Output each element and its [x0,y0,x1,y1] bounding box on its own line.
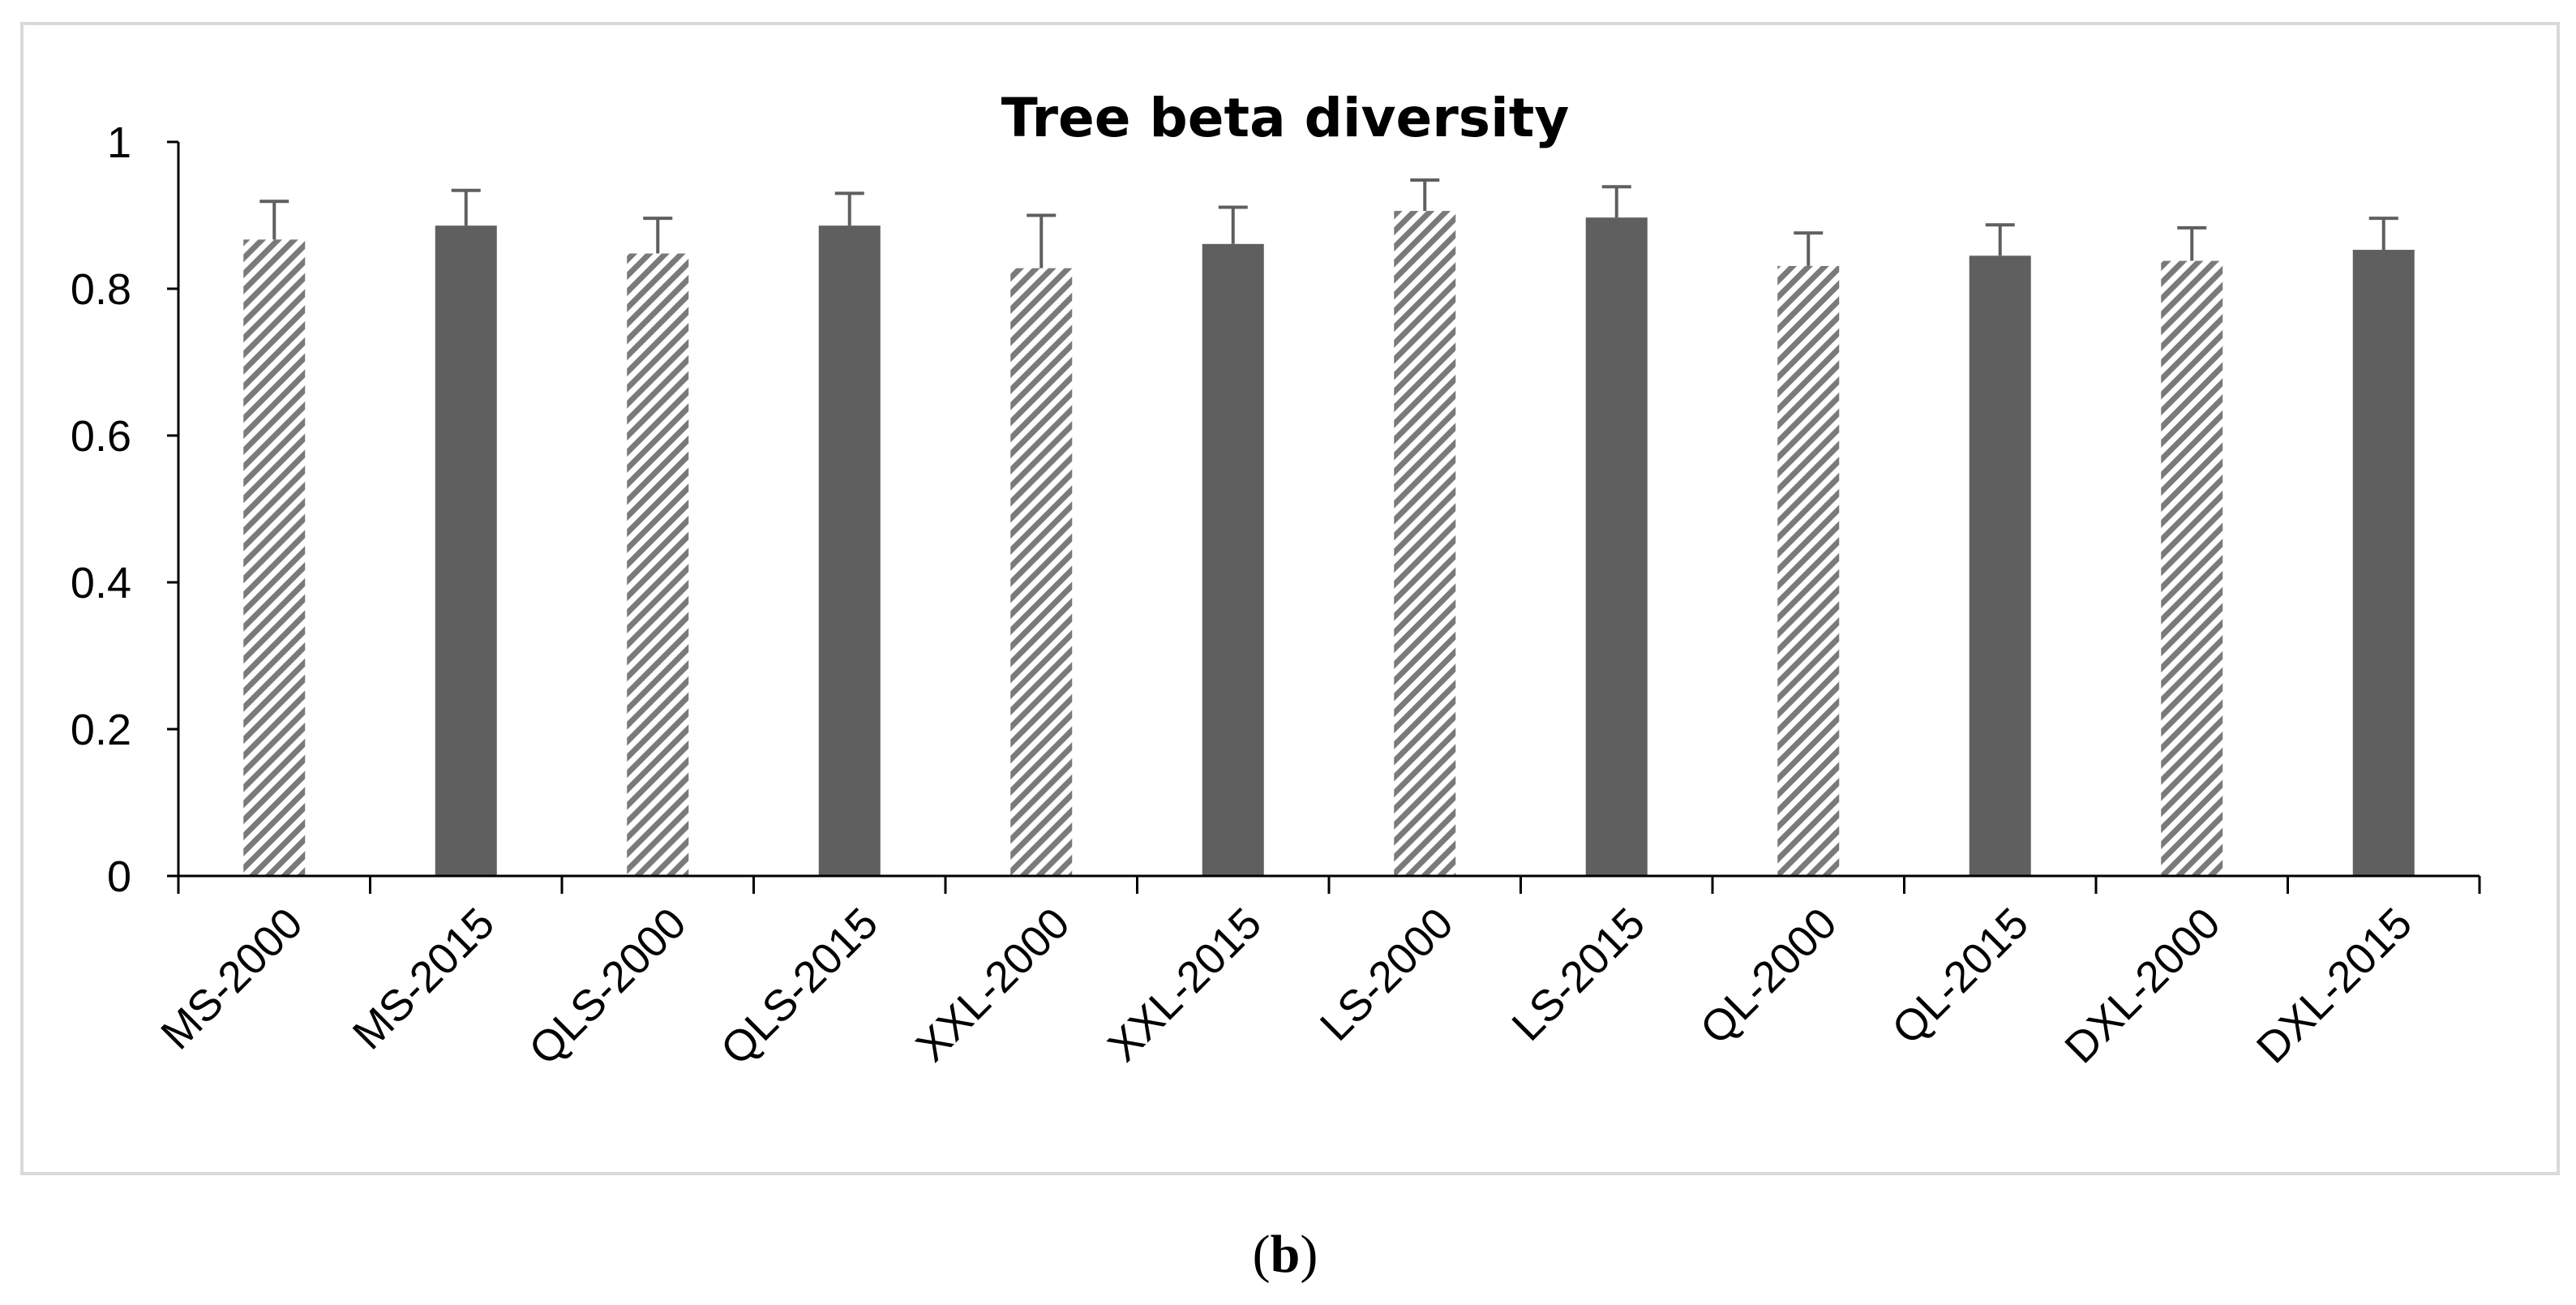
y-tick-label: 0.2 [71,706,131,754]
panel-label-close: ) [1300,1225,1318,1284]
bar-ls-2015 [1585,217,1648,877]
bar-xxl-2000 [1010,268,1073,876]
bar-ms-2000 [243,239,306,876]
panel-label-letter: b [1271,1225,1301,1284]
y-tick-label: 0.8 [71,265,131,314]
panel-label: (b) [1253,1225,1318,1284]
bar-ms-2015 [435,225,497,876]
panel-label-open: ( [1253,1225,1271,1284]
chart-title: Tree beta diversity [1001,87,1570,149]
y-tick-label: 1 [107,118,131,167]
bar-ls-2000 [1394,211,1456,876]
bar-ql-2000 [1777,265,1840,876]
bar-xxl-2015 [1202,243,1264,876]
y-tick-label: 0 [107,852,131,901]
error-bars [259,178,2398,268]
bar-ql-2015 [1969,255,2031,876]
x-axis-ticks [177,876,2481,894]
bars [243,211,2415,877]
y-axis-ticks: 0 0.2 0.4 0.6 0.8 1 [71,118,178,901]
bar-qls-2000 [627,253,689,876]
bar-dxl-2015 [2352,250,2415,876]
bar-qls-2015 [818,225,881,876]
y-tick-label: 0.6 [71,412,131,461]
bar-dxl-2000 [2161,260,2223,876]
y-tick-label: 0.4 [71,559,131,607]
